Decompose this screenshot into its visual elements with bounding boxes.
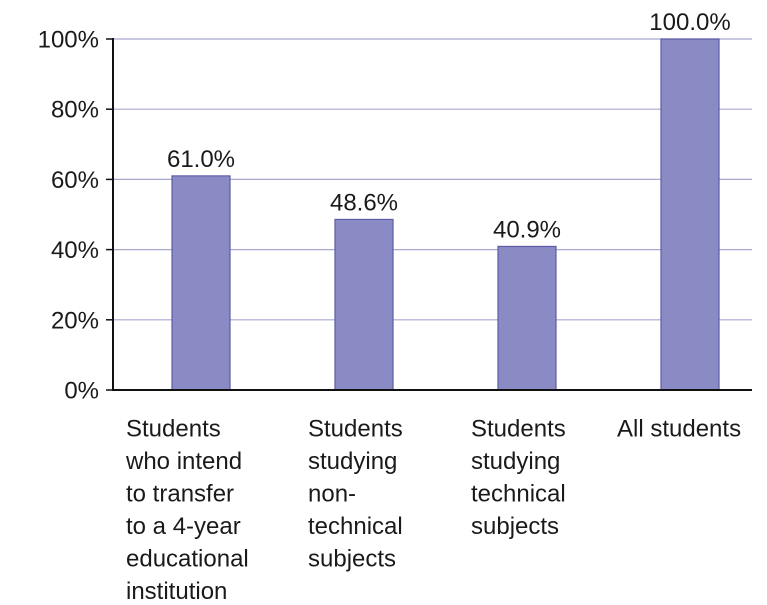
- x-category-label-line: institution: [126, 578, 227, 605]
- x-category-label-line: Students: [126, 416, 221, 443]
- x-category-label-line: to transfer: [126, 481, 234, 508]
- x-category-label-line: non-: [308, 481, 356, 508]
- x-category-label: Students who intend to transfer to a 4-year…: [125, 416, 249, 605]
- axes: [112, 38, 752, 391]
- x-category-label-line: All students: [617, 416, 741, 443]
- x-category-label-line: Students: [308, 416, 403, 443]
- bar: [660, 38, 720, 391]
- bars: [171, 38, 720, 391]
- data-label: 61.0%: [167, 146, 235, 173]
- data-labels: 61.0% 48.6% 40.9% 100.0%: [167, 9, 731, 243]
- x-category-label-line: subjects: [308, 546, 396, 573]
- bar: [171, 175, 231, 391]
- y-tick-label: 80%: [51, 97, 99, 124]
- x-category-label-line: technical: [471, 481, 566, 508]
- bar: [334, 218, 394, 391]
- x-category-label: Students studying technical subjects: [471, 416, 566, 541]
- y-tick-label: 40%: [51, 237, 99, 264]
- x-category-label-line: to a 4-year: [126, 513, 241, 540]
- x-category-label-line: studying: [308, 448, 397, 475]
- x-category-label: All students: [617, 416, 741, 443]
- x-category-label-line: subjects: [471, 513, 559, 540]
- x-axis-category-labels: Students who intend to transfer to a 4-year…: [125, 416, 741, 605]
- x-category-label-line: who intend: [125, 448, 242, 475]
- y-tick-label: 100%: [38, 27, 99, 54]
- bar: [497, 245, 557, 391]
- x-category-label-line: Students: [471, 416, 566, 443]
- x-category-label-line: technical: [308, 513, 403, 540]
- y-tick-label: 20%: [51, 307, 99, 334]
- y-tick-label: 60%: [51, 167, 99, 194]
- x-category-label-line: studying: [471, 448, 560, 475]
- data-label: 100.0%: [649, 9, 730, 36]
- y-tick-label: 0%: [64, 378, 99, 405]
- data-label: 40.9%: [493, 216, 561, 243]
- data-label: 48.6%: [330, 189, 398, 216]
- x-category-label-line: educational: [126, 546, 249, 573]
- y-axis-tick-labels: 0% 20% 40% 60% 80% 100%: [38, 27, 113, 405]
- x-category-label: Students studying non-technical subjects: [308, 416, 403, 573]
